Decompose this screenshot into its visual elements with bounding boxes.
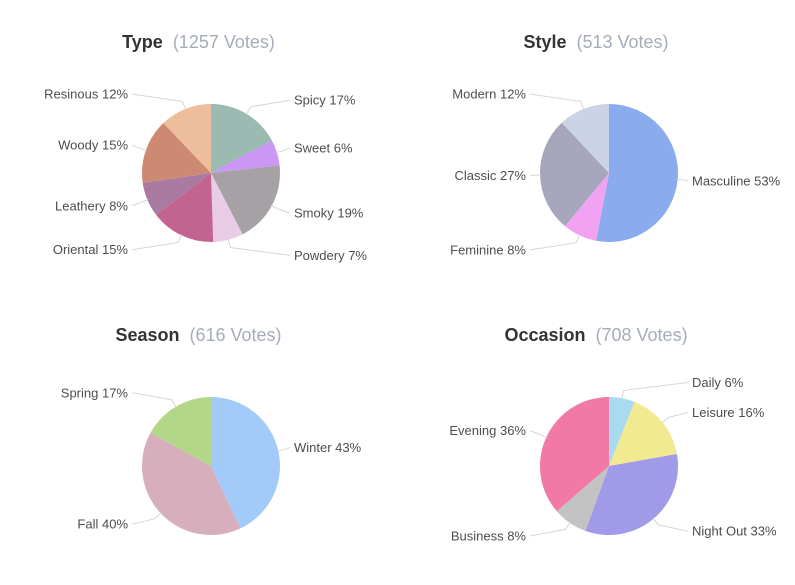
label-connector xyxy=(131,198,149,207)
slice-label: Modern 12% xyxy=(452,87,526,102)
label-connector xyxy=(270,204,291,214)
pie-slice-smoky[interactable] xyxy=(211,165,280,235)
label-connector xyxy=(131,234,183,251)
label-connector xyxy=(529,521,571,536)
label-connector xyxy=(620,381,688,399)
pie-slice-spring[interactable] xyxy=(150,396,211,466)
chart-cell-season: Season (616 Votes) Winter 43% Fall 40% Spr… xyxy=(0,293,397,585)
chart-cell-type: Type (1257 Votes) Spicy 17% Sweet 6% Smoky… xyxy=(0,0,397,292)
chart-votes-text: (708 Votes) xyxy=(595,324,688,345)
pie-slice-masculine[interactable] xyxy=(595,104,678,242)
label-connector xyxy=(660,411,688,423)
slice-label: Business 8% xyxy=(450,528,526,543)
label-connector xyxy=(131,144,147,152)
slice-label: Winter 43% xyxy=(294,440,362,455)
slice-label: Evening 36% xyxy=(449,423,526,438)
label-connector xyxy=(131,511,162,525)
label-connector xyxy=(245,99,291,115)
slice-label: Leathery 8% xyxy=(55,198,128,213)
pie-slice-daily[interactable] xyxy=(608,396,635,466)
slice-label: Daily 6% xyxy=(692,375,744,390)
pie-slice-fall[interactable] xyxy=(141,432,241,535)
chart-title-text: Occasion xyxy=(504,324,586,345)
chart-title-type: Type (1257 Votes) xyxy=(0,31,397,53)
chart-title-text: Style xyxy=(523,32,567,52)
slice-label: Spicy 17% xyxy=(294,93,356,108)
chart-title-text: Season xyxy=(115,324,180,345)
label-connector xyxy=(529,93,584,110)
slice-label: Fall 40% xyxy=(77,516,128,531)
pie-slice-night-out[interactable] xyxy=(584,453,678,535)
chart-cell-style: Style (513 Votes) Masculine 53% Feminine … xyxy=(398,0,795,292)
slice-label: Woody 15% xyxy=(58,138,128,153)
label-connector xyxy=(131,93,187,111)
pie-slice-leathery[interactable] xyxy=(142,173,211,215)
pie-slice-sweet[interactable] xyxy=(211,140,280,173)
slice-label: Powdery 7% xyxy=(294,248,367,263)
pie-slice-business[interactable] xyxy=(556,465,609,531)
chart-votes-text: (1257 Votes) xyxy=(172,32,275,52)
pie-slice-classic[interactable] xyxy=(539,122,609,227)
pie-slice-winter[interactable] xyxy=(211,396,280,528)
slice-label: Classic 27% xyxy=(454,168,526,183)
slice-label: Night Out 33% xyxy=(692,523,777,538)
pie-chart-style: Masculine 53% Feminine 8% Classic 27% Moder… xyxy=(450,87,781,258)
label-connector xyxy=(651,517,688,532)
label-connector xyxy=(529,429,547,438)
slice-label: Masculine 53% xyxy=(692,174,781,189)
pie-slice-powdery[interactable] xyxy=(211,173,243,242)
slice-label: Sweet 6% xyxy=(294,140,353,155)
pie-slice-oriental[interactable] xyxy=(156,173,214,243)
chart-votes-text: (616 Votes) xyxy=(189,324,282,345)
slice-label: Leisure 16% xyxy=(692,404,765,419)
pie-slice-resinous[interactable] xyxy=(163,104,211,173)
chart-title-style: Style (513 Votes) xyxy=(398,31,795,53)
pie-slice-leisure[interactable] xyxy=(608,401,677,466)
chart-cell-occasion: Occasion (708 Votes) Daily 6% Leisure 16%… xyxy=(398,293,795,585)
label-connector xyxy=(227,238,291,256)
label-connector xyxy=(529,174,541,177)
slice-label: Oriental 15% xyxy=(53,242,129,257)
chart-title-occasion: Occasion (708 Votes) xyxy=(398,324,795,346)
slice-label: Smoky 19% xyxy=(294,206,364,221)
pie-slice-modern[interactable] xyxy=(561,104,609,173)
pie-slice-evening[interactable] xyxy=(539,396,609,511)
label-connector xyxy=(529,234,580,251)
pie-chart-season: Winter 43% Fall 40% Spring 17% xyxy=(61,385,362,535)
chart-title-season: Season (616 Votes) xyxy=(0,324,397,346)
pie-slice-feminine[interactable] xyxy=(564,173,609,241)
slice-label: Resinous 12% xyxy=(44,87,128,102)
pie-chart-occasion: Daily 6% Leisure 16% Night Out 33% Business… xyxy=(449,375,777,544)
slice-label: Spring 17% xyxy=(61,385,129,400)
pie-slice-woody[interactable] xyxy=(141,123,211,183)
label-connector xyxy=(277,446,291,452)
chart-votes-text: (513 Votes) xyxy=(576,32,669,52)
label-connector xyxy=(275,147,291,154)
label-connector xyxy=(131,391,177,408)
chart-title-text: Type xyxy=(122,32,163,52)
pie-slice-spicy[interactable] xyxy=(211,104,272,173)
slice-label: Feminine 8% xyxy=(450,242,526,257)
pie-chart-type: Spicy 17% Sweet 6% Smoky 19% Powdery 7% Orie… xyxy=(44,87,367,263)
label-connector xyxy=(676,178,688,182)
